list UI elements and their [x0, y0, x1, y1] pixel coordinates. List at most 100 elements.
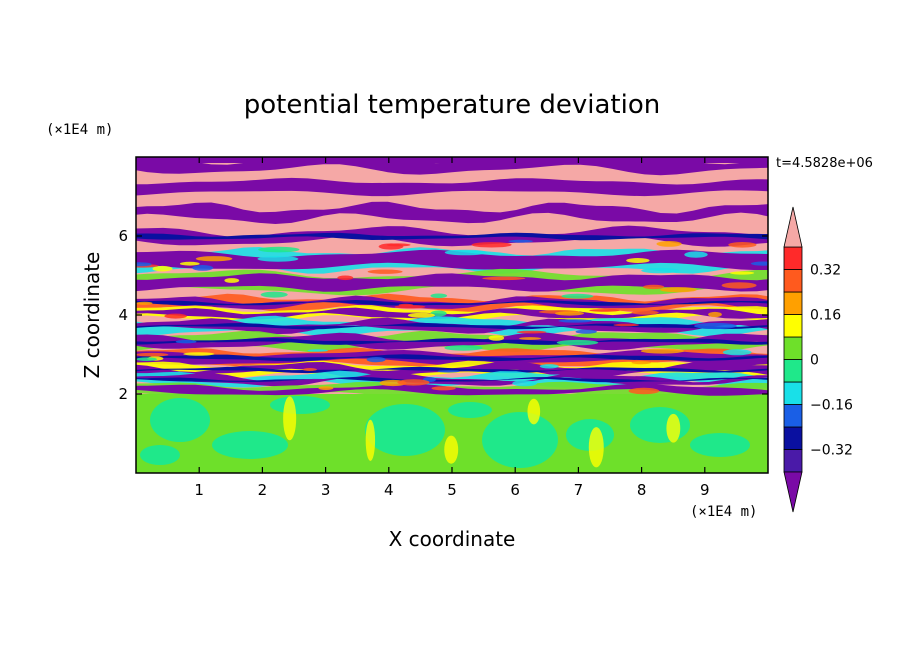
- colorbar-label: 0: [810, 353, 819, 369]
- turbulent-patch: [136, 352, 169, 357]
- turbulent-patch: [482, 276, 526, 281]
- lower-layer-swirl: [482, 412, 558, 468]
- y-axis-label: Z coordinate: [80, 252, 104, 379]
- purple-band: [136, 201, 768, 224]
- colorbar-label: −0.16: [810, 398, 853, 414]
- turbulent-patch: [556, 339, 599, 346]
- colorbar-label: 0.32: [810, 263, 841, 279]
- lower-layer-streak: [444, 435, 459, 464]
- turbulent-patch: [640, 348, 685, 354]
- turbulent-patch: [628, 387, 660, 395]
- turbulent-patch: [302, 368, 317, 371]
- turbulent-patch: [575, 329, 597, 334]
- colorbar-label: −0.32: [810, 443, 853, 459]
- turbulent-patch: [626, 258, 650, 263]
- colorbar-swatch: [783, 449, 803, 473]
- turbulent-patch: [444, 249, 487, 256]
- turbulent-patch: [386, 243, 411, 247]
- turbulent-patch: [366, 357, 386, 363]
- turbulent-patch: [307, 349, 328, 352]
- band-core: [136, 376, 768, 383]
- lower-layer-swirl: [448, 402, 492, 418]
- turbulent-patch: [136, 301, 153, 305]
- turbulent-patch: [512, 380, 537, 387]
- turbulent-patch: [437, 370, 460, 373]
- x-axis-label: X coordinate: [389, 527, 516, 551]
- turbulent-patch: [136, 262, 152, 267]
- x-tick-label: 2: [258, 481, 268, 499]
- purple-band: [136, 372, 768, 387]
- x-tick-label: 5: [447, 481, 457, 499]
- y-tick-label: 4: [118, 306, 128, 324]
- contour-plot-area: [136, 157, 768, 473]
- turbulent-patch: [179, 261, 200, 266]
- colorbar: 0.32 0.16 0 −0.16 −0.32: [783, 206, 853, 513]
- lower-layer-streak: [666, 413, 681, 443]
- turbulent-patch: [631, 361, 652, 365]
- lower-layer-swirl: [150, 398, 210, 442]
- turbulent-patch: [192, 265, 214, 271]
- turbulent-patch: [258, 246, 300, 253]
- turbulent-patch: [444, 345, 483, 351]
- turbulent-patch: [641, 267, 680, 274]
- turbulent-patch: [555, 311, 584, 316]
- colorbar-swatch: [783, 381, 803, 405]
- y-axis: 2 4 6: [118, 227, 768, 403]
- y-tick-label: 6: [118, 227, 128, 245]
- x-unit-label: (×1E4 m): [690, 504, 757, 520]
- colorbar-swatch: [783, 291, 803, 315]
- turbulent-patch: [257, 256, 299, 262]
- band-core: [136, 354, 768, 362]
- chart-title: potential temperature deviation: [244, 90, 660, 120]
- turbulent-patch: [558, 319, 593, 323]
- turbulent-patch: [730, 271, 755, 275]
- turbulent-patch: [224, 278, 240, 283]
- turbulent-patch: [684, 251, 708, 258]
- turbulent-patch: [656, 241, 682, 247]
- lower-layer-streak: [588, 427, 604, 468]
- x-tick-label: 8: [637, 481, 647, 499]
- turbulent-patch: [183, 352, 215, 356]
- colorbar-swatch: [783, 336, 803, 360]
- turbulent-patch: [398, 303, 414, 307]
- lower-layer-streak: [283, 396, 297, 441]
- band-core: [136, 366, 768, 374]
- turbulent-patch: [643, 284, 665, 290]
- purple-band: [136, 295, 768, 310]
- turbulent-patch: [539, 364, 559, 369]
- turbulent-patch: [613, 323, 639, 327]
- turbulent-patch: [397, 379, 430, 386]
- turbulent-patch: [488, 335, 505, 341]
- turbulent-patch: [516, 330, 547, 334]
- colorbar-swatch: [783, 404, 803, 428]
- x-tick-label: 4: [384, 481, 394, 499]
- purple-band: [136, 177, 768, 197]
- band-core: [136, 232, 768, 241]
- turbulent-patch: [337, 275, 354, 281]
- turbulent-patch: [430, 293, 448, 299]
- time-label: t=4.5828e+06: [776, 156, 873, 171]
- band-core: [136, 300, 768, 306]
- turbulent-patch: [631, 310, 659, 315]
- colorbar-label: 0.16: [810, 308, 841, 324]
- x-tick-label: 6: [510, 481, 520, 499]
- turbulent-patch: [694, 322, 737, 330]
- lower-layer-swirl: [270, 396, 330, 414]
- x-tick-label: 9: [700, 481, 710, 499]
- turbulent-patch: [589, 309, 620, 312]
- x-axis: 1 2 3 4 5 6 7 8 9: [194, 157, 710, 499]
- turbulent-patch: [471, 242, 512, 248]
- purple-band: [136, 273, 768, 292]
- turbulent-patch: [660, 287, 697, 293]
- turbulent-patch: [407, 312, 435, 318]
- x-tick-label: 7: [574, 481, 584, 499]
- lower-layer-swirl: [140, 445, 180, 465]
- band-core: [136, 338, 768, 345]
- colorbar-swatch: [783, 359, 803, 383]
- colorbar-swatch: [783, 426, 803, 450]
- colorbar-swatch: [783, 246, 803, 270]
- y-unit-label: (×1E4 m): [46, 122, 113, 138]
- lower-layer-streak: [365, 419, 376, 461]
- upper-layer-region: [136, 157, 768, 398]
